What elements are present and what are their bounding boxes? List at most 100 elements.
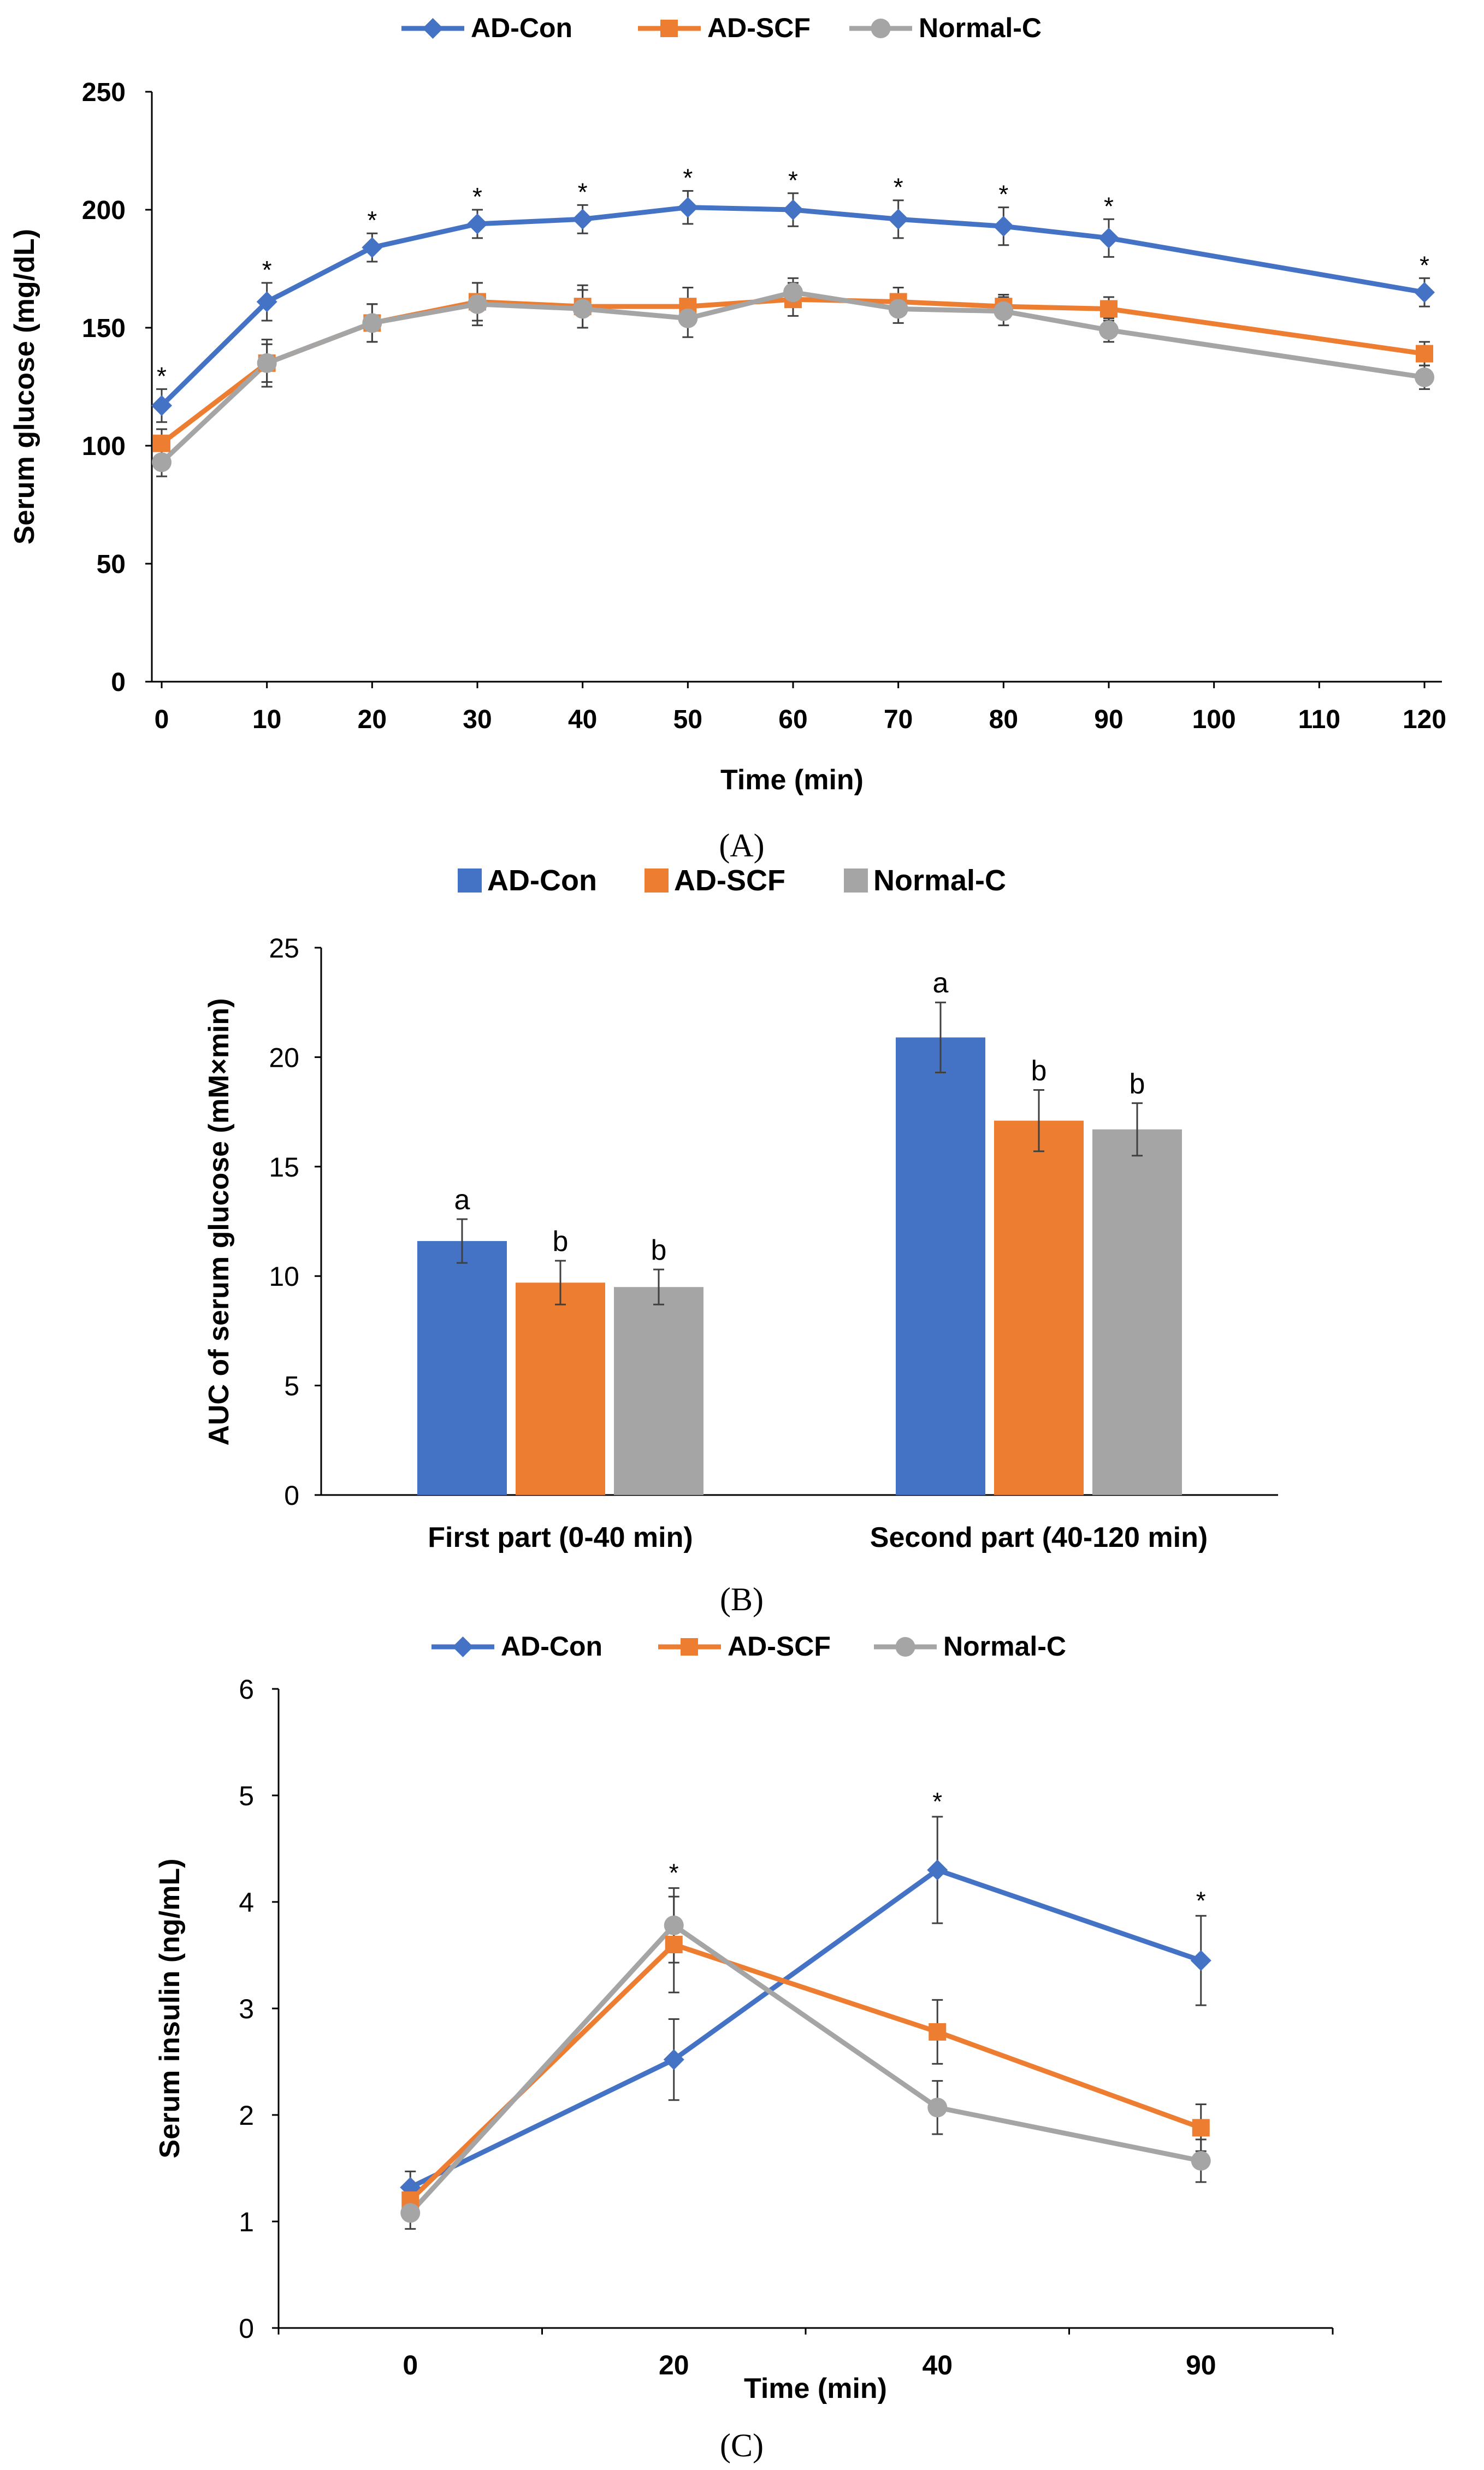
legend-label-ad-scf: AD-SCF	[707, 13, 811, 43]
data-point-ad-con	[993, 216, 1014, 237]
panel-a-y-ticks: 0 50 100 150 200 250	[82, 78, 152, 697]
x-tick-label: 50	[673, 705, 702, 734]
legend-item-ad-scf: AD-SCF	[638, 13, 811, 43]
data-point-normal-c	[152, 452, 172, 472]
legend-item-normal-c: Normal-C	[844, 864, 1006, 897]
y-tick-label: 250	[82, 78, 126, 107]
error-bar	[1132, 1102, 1143, 1157]
legend-label-normal-c: Normal-C	[943, 1631, 1066, 1662]
legend-label-ad-con: AD-Con	[487, 864, 597, 897]
y-tick-label: 50	[97, 550, 126, 579]
y-tick-label: 25	[269, 933, 299, 964]
bar-normal-c	[1092, 1129, 1182, 1495]
y-tick-label: 100	[82, 432, 126, 461]
x-tick-label: 0	[155, 705, 169, 734]
significance-marker: *	[932, 1787, 942, 1816]
panel-c-line-chart: AD-Con AD-SCF Normal-C 0 1 2 3 4 5 6 0 20 40 90 *…	[154, 1631, 1334, 2463]
x-tick-label: 70	[884, 705, 913, 734]
series-line-ad-scf	[160, 297, 1425, 446]
panel-c-plot-area: * * *	[400, 1787, 1211, 2230]
data-point-normal-c	[1191, 2150, 1211, 2171]
significance-marker: *	[367, 206, 377, 234]
bar-ad-con	[896, 1037, 985, 1495]
x-tick-label: 40	[922, 2350, 953, 2380]
legend-label-ad-con: AD-Con	[501, 1631, 602, 1662]
x-tick-label: 30	[463, 705, 492, 734]
panel-b-y-ticks: 0 5 10 15 20 25	[269, 933, 321, 1511]
legend-label-ad-scf: AD-SCF	[674, 864, 785, 897]
y-tick-label: 3	[239, 1994, 254, 2024]
legend-item-ad-con: AD-Con	[431, 1631, 602, 1662]
x-tick-label: 20	[358, 705, 387, 734]
x-tick-label: 40	[568, 705, 597, 734]
panel-c-x-axis-title: Time (min)	[744, 2373, 887, 2404]
significance-marker: *	[578, 178, 588, 206]
legend-label-normal-c: Normal-C	[873, 864, 1006, 897]
y-tick-label: 5	[284, 1371, 299, 1402]
y-tick-label: 200	[82, 196, 126, 225]
data-point-normal-c	[678, 308, 698, 328]
series-line-ad-con	[409, 1868, 1202, 2190]
data-point-ad-con	[783, 199, 803, 220]
error-bar	[555, 1260, 566, 1305]
significance-marker: *	[1420, 251, 1429, 279]
panel-a-legend: AD-Con AD-SCF Normal-C	[401, 13, 1042, 43]
legend-item-ad-scf: AD-SCF	[645, 864, 785, 897]
data-point-ad-scf	[1192, 2119, 1210, 2137]
x-category-label: Second part (40-120 min)	[870, 1522, 1208, 1553]
data-point-ad-con	[362, 237, 383, 258]
y-tick-label: 15	[269, 1152, 299, 1183]
y-tick-label: 4	[239, 1887, 254, 1918]
data-point-normal-c	[888, 299, 908, 319]
bar-ad-con	[417, 1241, 507, 1495]
panel-b-legend: AD-Con AD-SCF Normal-C	[458, 864, 1006, 897]
y-tick-label: 0	[239, 2313, 254, 2344]
panel-c-y-axis-title: Serum insulin (ng/mL)	[154, 1859, 186, 2159]
data-point-ad-con	[572, 209, 593, 230]
data-point-ad-scf	[1416, 345, 1433, 363]
data-point-ad-scf	[929, 2023, 947, 2041]
data-point-normal-c	[1415, 367, 1434, 387]
bar-ad-scf	[516, 1283, 605, 1495]
y-tick-label: 0	[284, 1480, 299, 1511]
legend-label-normal-c: Normal-C	[919, 13, 1042, 43]
data-point-ad-con	[663, 2049, 684, 2070]
panel-a-x-ticks: 0 10 20 30 40 50 60 70 80 90 100 110 120	[155, 682, 1446, 734]
significance-marker: *	[683, 163, 693, 192]
y-tick-label: 10	[269, 1261, 299, 1292]
x-category-label: First part (0-40 min)	[428, 1522, 693, 1553]
data-point-normal-c	[994, 301, 1014, 321]
error-bar	[935, 1001, 946, 1073]
bar-normal-c	[614, 1287, 703, 1495]
x-tick-label: 0	[403, 2350, 418, 2380]
panel-b-x-ticks: First part (0-40 min) Second part (40-120…	[428, 1522, 1208, 1553]
panel-a-x-axis-title: Time (min)	[720, 764, 864, 796]
panel-b-plot-area: a b b a b b	[417, 967, 1182, 1495]
significance-marker: *	[894, 173, 903, 202]
significance-marker: *	[1196, 1886, 1206, 1914]
significance-marker: *	[669, 1859, 679, 1887]
legend-label-ad-scf: AD-SCF	[728, 1631, 831, 1662]
panel-a-y-axis-title: Serum glucose (mg/dL)	[9, 229, 40, 545]
data-point-normal-c	[400, 2203, 421, 2223]
significance-letter: b	[651, 1234, 667, 1266]
significance-letter: a	[933, 967, 949, 999]
y-tick-label: 0	[111, 668, 126, 697]
y-tick-label: 20	[269, 1042, 299, 1073]
y-tick-label: 150	[82, 314, 126, 343]
legend-item-normal-c: Normal-C	[849, 13, 1042, 43]
panel-a-label: (A)	[719, 828, 764, 864]
panel-b-bar-chart: AD-Con AD-SCF Normal-C 0 5 10 15 20 25 First …	[203, 864, 1278, 1617]
data-point-ad-con	[677, 197, 699, 218]
y-tick-label: 5	[239, 1781, 254, 1811]
legend-item-normal-c: Normal-C	[874, 1631, 1066, 1662]
y-tick-label: 2	[239, 2100, 254, 2131]
panel-b-label: (B)	[720, 1581, 764, 1617]
x-tick-label: 90	[1094, 705, 1123, 734]
significance-letter: b	[553, 1226, 569, 1257]
x-tick-label: 80	[989, 705, 1018, 734]
legend-item-ad-scf: AD-SCF	[658, 1631, 831, 1662]
data-point-ad-scf	[1100, 300, 1118, 318]
significance-marker: *	[1104, 192, 1114, 220]
